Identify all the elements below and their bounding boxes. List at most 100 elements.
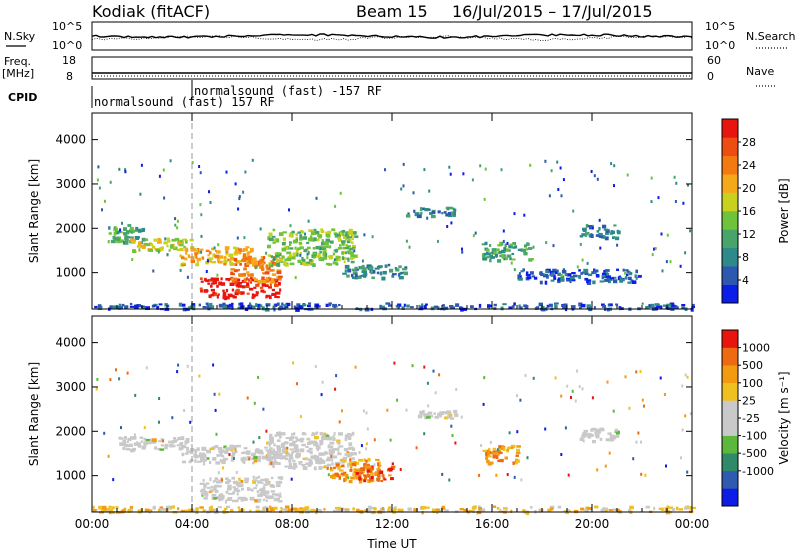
echo-cell bbox=[332, 455, 338, 459]
echo-cell bbox=[274, 294, 277, 298]
echo-cell bbox=[426, 416, 431, 419]
echo-cell bbox=[316, 441, 319, 445]
scatter-echo bbox=[217, 243, 220, 247]
echo-cell bbox=[205, 493, 209, 497]
echo-cell bbox=[278, 436, 282, 439]
scatter-echo bbox=[502, 239, 505, 243]
echo-cell bbox=[585, 224, 589, 228]
echo-cell bbox=[181, 256, 185, 260]
echo-cell bbox=[564, 273, 568, 277]
echo-cell bbox=[136, 304, 142, 308]
echo-cell bbox=[370, 271, 373, 275]
echo-cell bbox=[596, 274, 600, 278]
echo-cell bbox=[129, 305, 135, 308]
echo-cell bbox=[656, 305, 661, 309]
echo-cell bbox=[438, 509, 444, 513]
echo-region bbox=[129, 237, 195, 253]
echo-cell bbox=[297, 259, 302, 263]
echo-cell bbox=[566, 509, 571, 512]
echo-cell bbox=[338, 506, 341, 511]
echo-cell bbox=[276, 432, 279, 436]
echo-cell bbox=[338, 432, 343, 436]
echo-cell bbox=[295, 252, 299, 257]
echo-cell bbox=[269, 269, 274, 272]
echo-cell bbox=[294, 509, 298, 512]
echo-cell bbox=[236, 481, 241, 484]
scatter-echo bbox=[552, 244, 555, 248]
echo-cell bbox=[691, 305, 695, 309]
echo-cell bbox=[212, 253, 216, 258]
echo-cell bbox=[298, 461, 303, 464]
echo-cell bbox=[571, 272, 576, 275]
echo-cell bbox=[338, 304, 341, 307]
date-range-title: 16/Jul/2015 – 17/Jul/2015 bbox=[452, 2, 653, 21]
echo-cell bbox=[525, 248, 529, 251]
echo-cell bbox=[126, 236, 131, 239]
echo-cell bbox=[284, 508, 288, 511]
scatter-echo bbox=[189, 420, 192, 424]
echo-cell bbox=[129, 506, 134, 509]
scatter-echo bbox=[438, 373, 441, 377]
echo-cell bbox=[379, 470, 384, 475]
echo-cell bbox=[430, 215, 436, 219]
echo-cell bbox=[313, 228, 317, 232]
scatter-echo bbox=[354, 463, 357, 467]
echo-cell bbox=[256, 499, 261, 503]
echo-cell bbox=[635, 269, 638, 274]
echo-cell bbox=[231, 476, 236, 480]
echo-cell bbox=[179, 447, 184, 450]
echo-cell bbox=[331, 228, 336, 232]
echo-cell bbox=[279, 494, 282, 497]
echo-cell bbox=[578, 269, 581, 272]
echo-cell bbox=[165, 505, 171, 509]
echo-cell bbox=[345, 238, 349, 241]
echo-cell bbox=[241, 285, 246, 289]
echo-cell bbox=[333, 306, 336, 309]
echo-cell bbox=[356, 508, 360, 513]
echo-cell bbox=[296, 303, 301, 308]
echo-cell bbox=[200, 289, 203, 293]
echo-cell bbox=[435, 508, 440, 511]
echo-cell bbox=[265, 499, 268, 502]
scatter-echo bbox=[423, 365, 426, 369]
echo-cell bbox=[450, 417, 455, 420]
scatter-echo bbox=[199, 171, 202, 175]
echo-cell bbox=[627, 281, 632, 284]
echo-cell bbox=[285, 450, 289, 455]
scatter-echo bbox=[427, 404, 430, 408]
echo-cell bbox=[277, 476, 282, 480]
echo-cell bbox=[523, 252, 528, 256]
echo-cell bbox=[258, 280, 262, 284]
echo-cell bbox=[232, 263, 236, 266]
echo-cell bbox=[297, 453, 300, 458]
scatter-echo bbox=[506, 473, 509, 476]
scatter-echo bbox=[254, 266, 257, 270]
echo-cell bbox=[221, 455, 225, 458]
echo-cell bbox=[320, 229, 325, 233]
scatter-echo bbox=[335, 258, 338, 262]
echo-cell bbox=[245, 285, 250, 288]
echo-cell bbox=[352, 231, 357, 235]
echo-cell bbox=[238, 291, 241, 295]
scatter-echo bbox=[228, 453, 231, 457]
echo-cell bbox=[253, 487, 257, 490]
echo-cell bbox=[629, 505, 634, 510]
echo-cell bbox=[431, 508, 435, 512]
echo-cell bbox=[255, 260, 259, 265]
scatter-echo bbox=[682, 201, 685, 205]
echo-cell bbox=[108, 505, 112, 509]
echo-cell bbox=[288, 462, 292, 467]
echo-cell bbox=[299, 246, 304, 250]
echo-cell bbox=[517, 248, 522, 251]
scatter-echo bbox=[484, 167, 487, 171]
echo-cell bbox=[331, 462, 334, 466]
echo-cell bbox=[383, 478, 387, 481]
echo-cell bbox=[504, 456, 508, 460]
echo-cell bbox=[441, 212, 444, 215]
echo-cell bbox=[489, 452, 495, 455]
scatter-echo bbox=[520, 478, 523, 482]
echo-cell bbox=[196, 251, 201, 254]
echo-cell bbox=[348, 480, 353, 484]
echo-cell bbox=[410, 306, 414, 309]
scatter-echo bbox=[124, 170, 127, 174]
